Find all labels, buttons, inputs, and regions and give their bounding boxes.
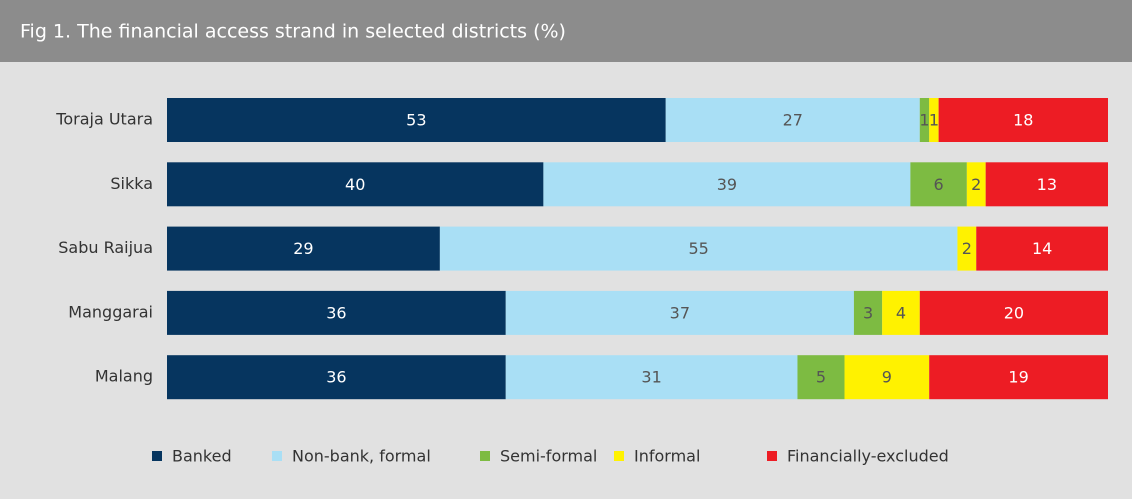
legend-label: Informal <box>634 447 700 466</box>
bar-segment <box>167 290 506 335</box>
data-label: 6 <box>934 175 944 194</box>
bar-segment <box>439 226 958 271</box>
bar-segment <box>505 355 798 400</box>
data-label: 40 <box>345 175 365 194</box>
bar-segment <box>797 355 845 400</box>
data-label: 55 <box>688 239 708 258</box>
legend-swatch <box>152 451 162 461</box>
y-tick-label: Sikka <box>110 174 153 193</box>
legend-swatch <box>480 451 490 461</box>
bar-segment <box>167 162 544 207</box>
data-label: 1 <box>929 111 939 130</box>
legend-label: Banked <box>172 447 232 466</box>
data-label: 3 <box>863 303 873 322</box>
bar-segment <box>167 226 440 271</box>
data-label: 1 <box>919 111 929 130</box>
data-label: 31 <box>641 368 661 387</box>
bar-segment <box>543 162 911 207</box>
y-tick-label: Toraja Utara <box>55 110 153 129</box>
data-label: 20 <box>1004 303 1024 322</box>
bar-segment <box>167 355 506 400</box>
bar-segment <box>910 162 967 207</box>
bar-segment <box>919 98 930 142</box>
bar-segment <box>966 162 986 207</box>
data-label: 2 <box>962 239 972 258</box>
bar-segment <box>853 290 883 335</box>
legend-label: Non-bank, formal <box>292 447 431 466</box>
data-label: 39 <box>717 175 737 194</box>
y-tick-label: Sabu Raijua <box>58 238 153 257</box>
data-label: 9 <box>882 368 892 387</box>
bar-segment <box>167 98 666 142</box>
header-bar <box>0 0 1132 62</box>
legend-label: Semi-formal <box>500 447 597 466</box>
bar-segment <box>844 355 930 400</box>
chart-title: Fig 1. The financial access strand in se… <box>20 21 566 43</box>
data-label: 4 <box>896 303 906 322</box>
data-label: 5 <box>816 368 826 387</box>
bar-segment <box>957 226 977 271</box>
bar-segment <box>505 290 854 335</box>
legend-swatch <box>767 451 777 461</box>
bar-segment <box>882 290 920 335</box>
y-tick-label: Manggarai <box>68 302 153 321</box>
data-label: 36 <box>326 303 346 322</box>
bar-segment <box>919 290 1108 335</box>
data-label: 36 <box>326 368 346 387</box>
data-label: 13 <box>1037 175 1057 194</box>
data-label: 29 <box>293 239 313 258</box>
data-label: 27 <box>783 111 803 130</box>
bar-segment <box>929 98 939 142</box>
bar-segment <box>929 355 1108 400</box>
data-label: 19 <box>1008 368 1028 387</box>
data-label: 14 <box>1032 239 1052 258</box>
y-tick-label: Malang <box>95 367 153 386</box>
data-label: 2 <box>971 175 981 194</box>
data-label: 53 <box>406 111 426 130</box>
bar-segment <box>976 226 1108 271</box>
bar-segment <box>665 98 920 142</box>
legend-label: Financially-excluded <box>787 447 949 466</box>
data-label: 18 <box>1013 111 1033 130</box>
data-label: 37 <box>670 303 690 322</box>
bar-segment <box>985 162 1108 207</box>
bar-segment <box>938 98 1108 142</box>
legend-swatch <box>272 451 282 461</box>
legend-swatch <box>614 451 624 461</box>
